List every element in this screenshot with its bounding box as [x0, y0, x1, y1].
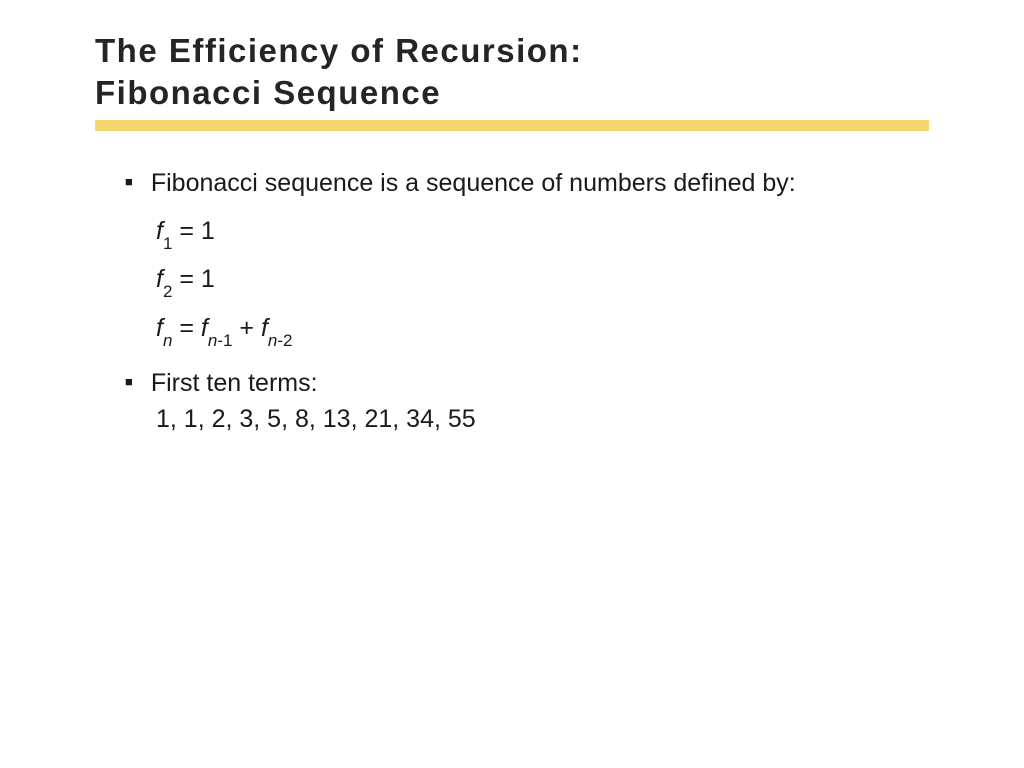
bullet-marker-icon: ■ [125, 375, 133, 388]
bullet-item: ■ Fibonacci sequence is a sequence of nu… [125, 165, 929, 201]
terms-list: 1, 1, 2, 3, 5, 8, 13, 21, 34, 55 [125, 405, 929, 434]
bullet-text: First ten terms: [151, 365, 318, 401]
definitions-block: f1 = 1 f2 = 1 fn = fn-1 + fn-2 [125, 216, 929, 347]
slide: The Efficiency of Recursion: Fibonacci S… [0, 0, 1024, 434]
math-subscript: n [208, 331, 217, 350]
title-line-1: The Efficiency of Recursion: [95, 32, 583, 69]
definition-line: f1 = 1 [156, 216, 929, 250]
title-block: The Efficiency of Recursion: Fibonacci S… [95, 30, 929, 131]
slide-content: ■ Fibonacci sequence is a sequence of nu… [95, 155, 929, 434]
math-var: f [156, 314, 163, 342]
math-subscript: n [268, 331, 277, 350]
math-subscript: 2 [163, 282, 172, 301]
math-eq: = 1 [172, 217, 214, 245]
title-line-2: Fibonacci Sequence [95, 74, 441, 111]
math-subscript: n [163, 331, 172, 350]
slide-title: The Efficiency of Recursion: Fibonacci S… [95, 30, 929, 114]
math-plus: + [232, 314, 261, 342]
bullet-marker-icon: ■ [125, 175, 133, 188]
math-sub-tail: -2 [277, 331, 292, 350]
definition-line: fn = fn-1 + fn-2 [156, 313, 929, 347]
math-sub-tail: -1 [217, 331, 232, 350]
math-var: f [156, 217, 163, 245]
math-eq: = [172, 314, 201, 342]
title-underline [95, 120, 929, 131]
math-var: f [261, 314, 268, 342]
math-var: f [156, 265, 163, 293]
math-subscript: 1 [163, 234, 172, 253]
bullet-text: Fibonacci sequence is a sequence of numb… [151, 165, 796, 201]
definition-line: f2 = 1 [156, 264, 929, 298]
math-var: f [201, 314, 208, 342]
math-eq: = 1 [172, 265, 214, 293]
bullet-item: ■ First ten terms: [125, 365, 929, 401]
